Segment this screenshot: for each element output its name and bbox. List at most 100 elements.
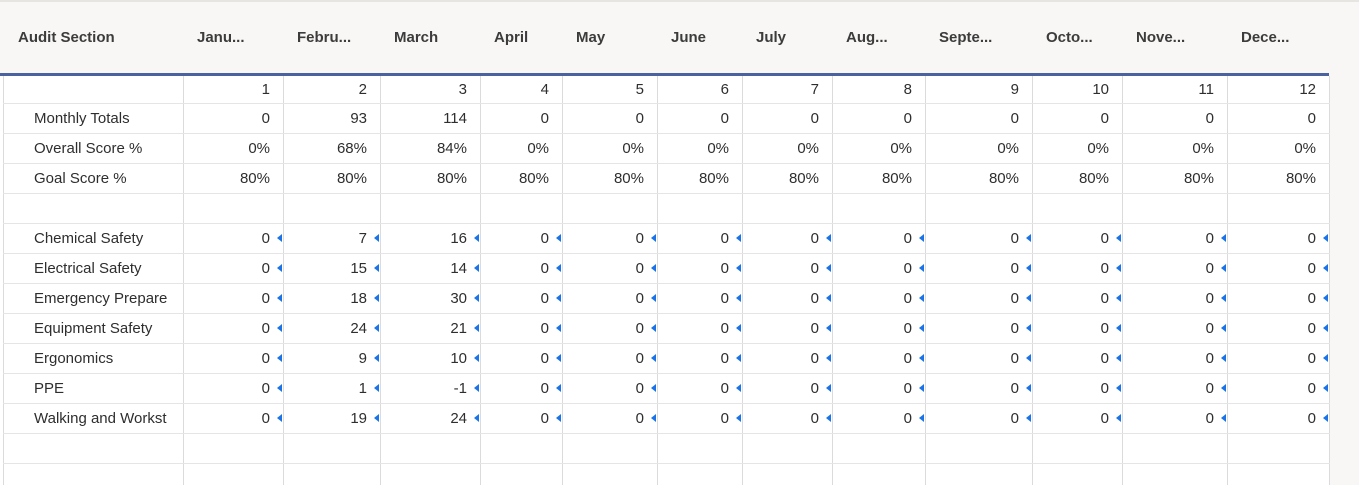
section-value-cell[interactable]: 0 <box>1032 403 1123 434</box>
section-value-cell[interactable]: 0 <box>832 223 926 254</box>
column-header-month-4[interactable]: April <box>494 29 529 46</box>
section-value-cell[interactable]: -1 <box>380 373 481 404</box>
section-value-cell[interactable]: 24 <box>283 313 381 344</box>
section-value-cell[interactable]: 0 <box>925 313 1033 344</box>
section-value-cell[interactable]: 0 <box>832 313 926 344</box>
section-value-cell[interactable]: 0 <box>925 283 1033 314</box>
section-value-cell[interactable]: 0 <box>1032 283 1123 314</box>
section-value-cell[interactable]: 0 <box>1122 373 1228 404</box>
section-value-cell[interactable]: 0 <box>480 373 563 404</box>
section-value-cell[interactable]: 0 <box>1122 403 1228 434</box>
section-value-cell[interactable]: 0 <box>1227 283 1330 314</box>
section-value-cell[interactable]: 0 <box>1122 253 1228 284</box>
section-value-cell[interactable]: 0 <box>183 253 284 284</box>
section-value-cell[interactable]: 9 <box>283 343 381 374</box>
section-value-cell[interactable]: 10 <box>380 343 481 374</box>
section-value-cell[interactable]: 0 <box>183 373 284 404</box>
section-value-cell[interactable]: 0 <box>480 313 563 344</box>
section-value-cell[interactable]: 0 <box>657 253 743 284</box>
section-value: 0 <box>903 229 912 247</box>
section-value-cell[interactable]: 0 <box>1122 313 1228 344</box>
section-value-cell[interactable]: 0 <box>480 253 563 284</box>
section-value-cell[interactable]: 0 <box>1227 253 1330 284</box>
section-value-cell[interactable]: 0 <box>657 223 743 254</box>
section-value-cell[interactable]: 0 <box>1032 343 1123 374</box>
section-value-cell[interactable]: 0 <box>1227 373 1330 404</box>
column-header-month-1[interactable]: Janu... <box>197 29 245 46</box>
column-header-month-9[interactable]: Septe... <box>939 29 993 46</box>
section-value-cell[interactable]: 0 <box>480 403 563 434</box>
section-value-cell[interactable]: 0 <box>1122 283 1228 314</box>
section-value-cell[interactable]: 0 <box>1122 223 1228 254</box>
section-value-cell[interactable]: 0 <box>183 283 284 314</box>
section-value-cell[interactable]: 0 <box>183 343 284 374</box>
section-value-cell[interactable]: 0 <box>1032 313 1123 344</box>
section-value-cell[interactable]: 0 <box>742 253 833 284</box>
section-value-cell[interactable]: 0 <box>742 403 833 434</box>
section-value-cell[interactable]: 0 <box>1032 373 1123 404</box>
section-value-cell[interactable]: 16 <box>380 223 481 254</box>
section-value-cell[interactable]: 0 <box>742 313 833 344</box>
section-value-cell[interactable]: 0 <box>562 223 658 254</box>
section-value-cell[interactable]: 0 <box>742 373 833 404</box>
column-header-month-10[interactable]: Octo... <box>1046 29 1093 46</box>
column-header-month-2[interactable]: Febru... <box>297 29 352 46</box>
section-value-cell[interactable]: 0 <box>657 373 743 404</box>
section-value-cell[interactable]: 0 <box>562 313 658 344</box>
section-value-cell[interactable]: 0 <box>1032 223 1123 254</box>
section-value-cell[interactable]: 14 <box>380 253 481 284</box>
section-value-cell[interactable]: 0 <box>562 403 658 434</box>
column-header-month-11[interactable]: Nove... <box>1136 29 1186 46</box>
column-header-month-12[interactable]: Dece... <box>1241 29 1290 46</box>
section-value-cell[interactable]: 0 <box>832 373 926 404</box>
section-value-cell[interactable]: 0 <box>832 343 926 374</box>
section-value-cell[interactable]: 0 <box>480 223 563 254</box>
section-value-cell[interactable]: 1 <box>283 373 381 404</box>
section-value-cell[interactable]: 0 <box>925 253 1033 284</box>
section-value-cell[interactable]: 0 <box>925 223 1033 254</box>
column-header-month-6[interactable]: June <box>671 29 707 46</box>
section-value-cell[interactable]: 0 <box>1227 223 1330 254</box>
section-value-cell[interactable]: 0 <box>562 343 658 374</box>
section-value-cell[interactable]: 0 <box>480 283 563 314</box>
section-value-cell[interactable]: 0 <box>1227 403 1330 434</box>
section-value-cell[interactable]: 0 <box>183 403 284 434</box>
section-value-cell[interactable]: 0 <box>1227 343 1330 374</box>
section-value-cell[interactable]: 0 <box>832 403 926 434</box>
column-header-month-8[interactable]: Aug... <box>846 29 888 46</box>
section-value-cell[interactable]: 0 <box>183 313 284 344</box>
section-value-cell[interactable]: 0 <box>1122 343 1228 374</box>
column-header-audit-section[interactable]: Audit Section <box>18 29 115 46</box>
section-value-cell[interactable]: 19 <box>283 403 381 434</box>
section-value-cell[interactable]: 0 <box>925 343 1033 374</box>
section-value-cell[interactable]: 0 <box>1032 253 1123 284</box>
section-value-cell[interactable]: 0 <box>925 403 1033 434</box>
section-value-cell[interactable]: 0 <box>657 403 743 434</box>
column-header-month-3[interactable]: March <box>394 29 439 46</box>
section-value: 15 <box>350 259 367 277</box>
section-value-cell[interactable]: 0 <box>832 283 926 314</box>
section-value-cell[interactable]: 0 <box>183 223 284 254</box>
section-value-cell[interactable]: 0 <box>925 373 1033 404</box>
section-value-cell[interactable]: 0 <box>742 343 833 374</box>
section-value-cell[interactable]: 0 <box>562 283 658 314</box>
section-value-cell[interactable]: 0 <box>562 373 658 404</box>
section-value-cell[interactable]: 18 <box>283 283 381 314</box>
section-value-cell[interactable]: 15 <box>283 253 381 284</box>
section-value-cell[interactable]: 0 <box>742 283 833 314</box>
section-value-cell[interactable]: 0 <box>832 253 926 284</box>
section-value-cell[interactable]: 0 <box>742 223 833 254</box>
section-value-cell[interactable]: 0 <box>657 283 743 314</box>
section-value-cell[interactable]: 0 <box>1227 313 1330 344</box>
section-value-cell[interactable]: 21 <box>380 313 481 344</box>
column-header-month-5[interactable]: May <box>576 29 606 46</box>
section-value-cell[interactable]: 30 <box>380 283 481 314</box>
section-value-cell[interactable]: 24 <box>380 403 481 434</box>
section-value-cell[interactable]: 0 <box>562 253 658 284</box>
section-value-cell[interactable]: 0 <box>480 343 563 374</box>
section-value: 0 <box>635 229 644 247</box>
section-value-cell[interactable]: 7 <box>283 223 381 254</box>
column-header-month-7[interactable]: July <box>756 29 787 46</box>
section-value-cell[interactable]: 0 <box>657 343 743 374</box>
section-value-cell[interactable]: 0 <box>657 313 743 344</box>
